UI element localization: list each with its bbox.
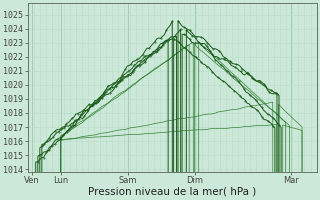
- X-axis label: Pression niveau de la mer( hPa ): Pression niveau de la mer( hPa ): [88, 187, 256, 197]
